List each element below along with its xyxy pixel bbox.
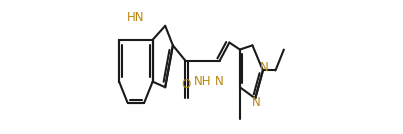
Text: N: N: [260, 61, 269, 74]
Text: HN: HN: [127, 11, 145, 24]
Text: O: O: [181, 78, 191, 91]
Text: N: N: [252, 96, 261, 109]
Text: N: N: [215, 75, 224, 88]
Text: NH: NH: [194, 75, 212, 88]
